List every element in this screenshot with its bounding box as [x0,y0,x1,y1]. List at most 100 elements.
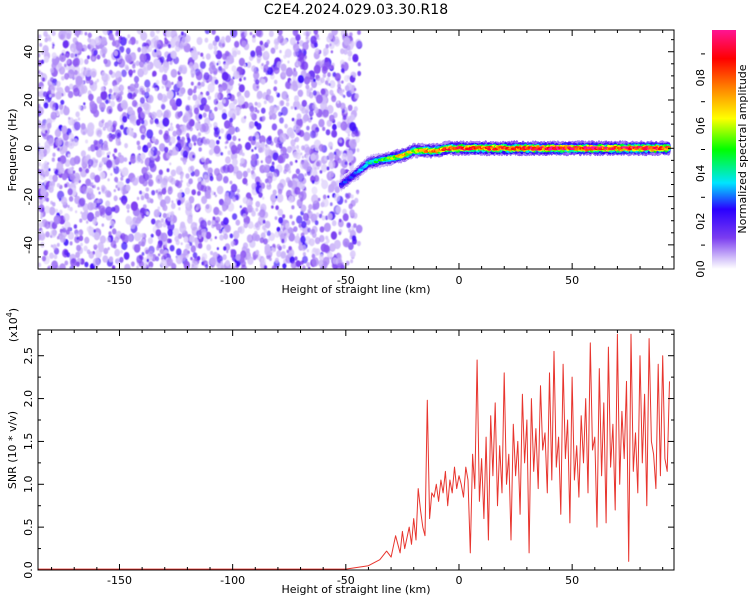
noise-blob [308,31,312,35]
noise-blob [336,150,342,157]
noise-blob [75,233,79,238]
noise-blob [249,105,255,113]
noise-blob [114,158,120,165]
noise-blob [277,155,284,164]
noise-blob [205,264,209,269]
noise-blob [282,244,286,249]
noise-blob [331,30,338,36]
noise-blob [80,242,83,247]
noise-blob [38,162,42,167]
noise-blob [101,71,106,78]
noise-blob [197,190,201,196]
noise-blob [107,154,110,159]
noise-blob [325,80,329,85]
noise-blob [347,133,351,137]
noise-blob [290,139,296,147]
noise-blob [293,50,299,57]
noise-blob [221,71,229,81]
noise-blob [146,64,152,71]
top-plot-frame [37,29,675,270]
noise-blob [275,205,279,211]
noise-blob [49,100,56,110]
noise-blob [41,123,46,129]
noise-blob [285,67,293,77]
noise-blob [283,38,288,45]
noise-blob [244,142,252,151]
noise-blob [220,128,225,134]
noise-blob [272,152,279,161]
noise-blob [251,149,254,152]
noise-blob [124,143,128,149]
noise-blob [84,67,92,77]
noise-blob [327,195,330,199]
noise-blob [87,212,95,222]
noise-blob [314,220,319,226]
noise-blob [332,257,338,265]
noise-blob [75,210,78,214]
noise-blob [222,99,226,104]
noise-blob [356,40,363,50]
noise-blob [142,66,147,72]
noise-blob [261,63,264,67]
y-tick-label: 0.5 [22,518,35,536]
noise-blob [295,168,301,175]
noise-blob [248,121,255,129]
noise-blob [78,235,84,242]
noise-blob [276,226,281,233]
noise-blob [39,42,43,47]
noise-blob [324,57,329,63]
noise-blob [78,104,82,110]
noise-blob [267,67,273,75]
noise-blob [328,141,334,149]
noise-blob [48,168,51,172]
noise-blob [310,35,317,45]
noise-blob [98,205,106,214]
noise-blob [93,232,100,241]
noise-blob [165,30,172,38]
noise-blob [86,220,89,224]
noise-blob [202,138,207,145]
noise-blob [227,150,232,156]
noise-blob [99,235,106,244]
noise-blob [110,173,113,176]
noise-blob [329,43,332,47]
noise-blob [138,260,144,268]
noise-blob [151,111,157,120]
noise-blob [269,165,275,173]
noise-blob [65,30,72,38]
noise-blob [121,101,128,111]
noise-blob [279,117,284,124]
noise-blob [305,84,310,90]
noise-blob [295,260,301,268]
noise-blob [253,71,260,80]
noise-blob [304,173,307,177]
noise-blob [259,187,263,193]
noise-blob [225,140,229,144]
noise-blob [284,48,292,58]
noise-blob [238,138,241,142]
noise-blob [185,202,190,209]
noise-blob [42,91,48,98]
noise-blob [71,47,74,52]
noise-blob [343,48,348,55]
noise-blob [157,51,161,56]
noise-blob [75,111,80,118]
noise-blob [203,72,210,81]
noise-blob [132,63,136,69]
noise-blob [357,62,361,67]
noise-blob [158,169,163,175]
noise-blob [80,85,88,94]
noise-blob [353,223,357,228]
noise-blob [225,35,231,43]
noise-blob [311,80,318,89]
noise-blob [100,90,108,101]
noise-blob [280,100,285,106]
noise-blob [67,140,75,150]
noise-blob [243,115,247,119]
noise-blob [42,197,45,202]
noise-blob [190,81,194,86]
noise-blob [201,231,207,238]
noise-blob [317,37,320,41]
noise-blob [196,118,200,122]
noise-blob [218,66,222,71]
